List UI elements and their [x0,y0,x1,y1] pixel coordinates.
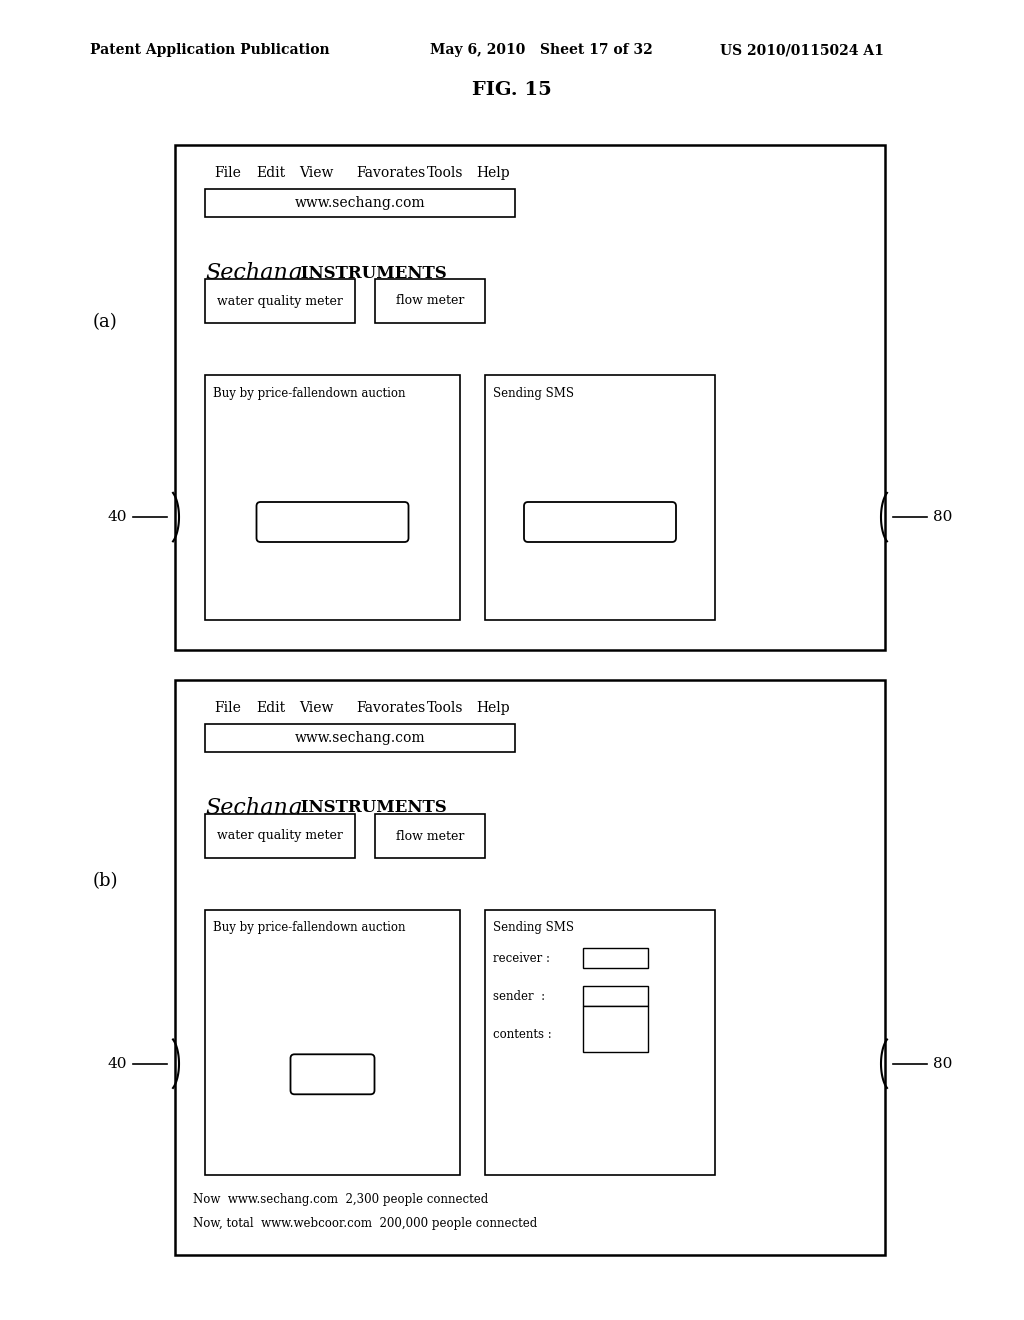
Text: Patent Application Publication: Patent Application Publication [90,44,330,57]
Text: Tools: Tools [427,166,464,180]
Text: Now  www.sechang.com  2,300 people connected: Now www.sechang.com 2,300 people connect… [193,1192,488,1205]
Text: Help: Help [477,166,510,180]
FancyBboxPatch shape [256,502,409,543]
Text: program download: program download [540,516,660,528]
Bar [205,909,460,1175]
Text: program download: program download [272,516,393,528]
Text: flow meter: flow meter [396,294,464,308]
Text: Sechang: Sechang [205,797,302,818]
Bar [175,145,885,649]
Text: Start: Start [314,1068,350,1081]
Text: View: View [299,701,334,715]
Text: Favorates: Favorates [356,166,425,180]
Bar [583,948,648,968]
Text: File: File [214,166,241,180]
Text: www.sechang.com: www.sechang.com [295,731,425,744]
Text: Sechang: Sechang [205,261,302,284]
Text: INSTRUMENTS: INSTRUMENTS [295,264,446,281]
Text: water quality meter: water quality meter [217,829,343,842]
Text: Buy by price-fallendown auction: Buy by price-fallendown auction [213,387,406,400]
Text: INSTRUMENTS: INSTRUMENTS [295,800,446,817]
Bar [175,680,885,1255]
Text: (b): (b) [92,873,118,890]
Text: contents :: contents : [493,1027,552,1040]
Text: water quality meter: water quality meter [217,294,343,308]
Text: sender  :: sender : [493,990,545,1002]
Bar [205,375,460,620]
Text: Favorates: Favorates [356,701,425,715]
Bar [205,189,515,216]
Bar [375,814,485,858]
Text: Tools: Tools [427,701,464,715]
Text: Buy by price-fallendown auction: Buy by price-fallendown auction [213,921,406,935]
Text: US 2010/0115024 A1: US 2010/0115024 A1 [720,44,884,57]
Text: File: File [214,701,241,715]
Text: Edit: Edit [257,166,286,180]
Bar [205,814,355,858]
Bar [205,723,515,752]
Text: www.sechang.com: www.sechang.com [295,195,425,210]
Text: Sending SMS: Sending SMS [493,387,574,400]
Bar [583,1006,648,1052]
Text: receiver :: receiver : [493,952,550,965]
Text: 40: 40 [108,510,127,524]
FancyBboxPatch shape [291,1055,375,1094]
Text: View: View [299,166,334,180]
Text: flow meter: flow meter [396,829,464,842]
Text: Help: Help [477,701,510,715]
Text: (a): (a) [92,313,118,331]
Bar [485,375,715,620]
Bar [485,909,715,1175]
Bar [375,279,485,323]
Bar [205,279,355,323]
Bar [583,986,648,1006]
Text: Edit: Edit [257,701,286,715]
Text: 80: 80 [933,510,952,524]
Text: 40: 40 [108,1057,127,1071]
Text: 80: 80 [933,1057,952,1071]
FancyBboxPatch shape [524,502,676,543]
Text: May 6, 2010   Sheet 17 of 32: May 6, 2010 Sheet 17 of 32 [430,44,652,57]
Text: Sending SMS: Sending SMS [493,921,574,935]
Text: Now, total  www.webcoor.com  200,000 people connected: Now, total www.webcoor.com 200,000 peopl… [193,1217,538,1229]
Text: FIG. 15: FIG. 15 [472,81,552,99]
